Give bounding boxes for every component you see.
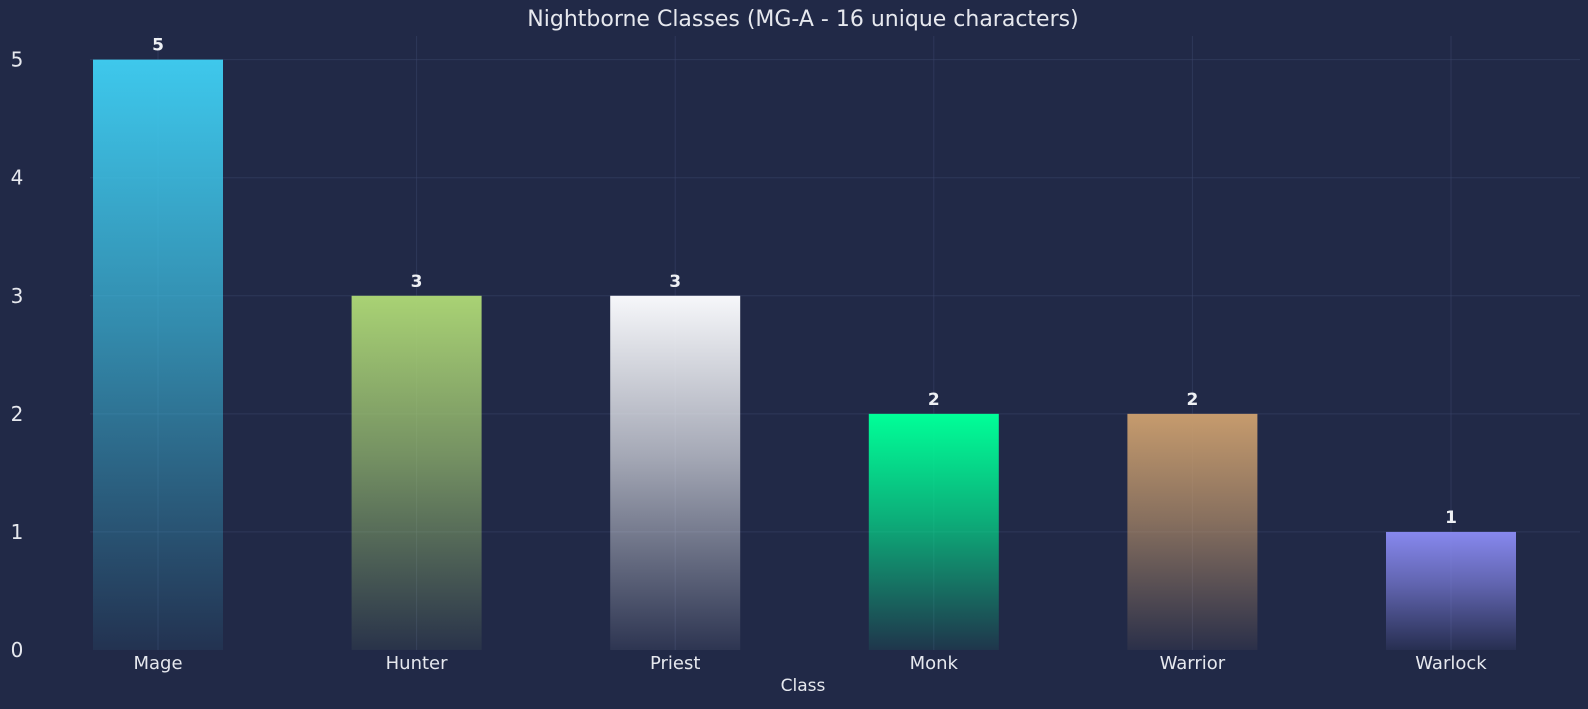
bar-mage bbox=[93, 59, 223, 651]
x-tick-label-warrior: Warrior bbox=[1160, 653, 1226, 674]
y-tick-label: 1 bbox=[11, 520, 24, 544]
y-tick-label: 4 bbox=[11, 166, 24, 190]
x-tick-label-hunter: Hunter bbox=[386, 653, 448, 674]
bar-warrior bbox=[1127, 413, 1258, 650]
value-labels: 5 3 3 2 2 1 bbox=[152, 36, 1457, 528]
x-tick-label-mage: Mage bbox=[133, 653, 182, 674]
value-label-warrior: 2 bbox=[1186, 390, 1198, 410]
bar-warlock bbox=[1386, 531, 1516, 650]
grid-lines bbox=[90, 36, 1580, 650]
value-label-mage: 5 bbox=[152, 36, 164, 56]
y-tick-label: 2 bbox=[11, 402, 24, 426]
bar-priest bbox=[610, 295, 741, 650]
y-tick-label: 3 bbox=[11, 284, 24, 308]
y-tick-label: 5 bbox=[11, 48, 24, 72]
y-axis-ticks: 0 1 2 3 4 5 bbox=[11, 48, 24, 662]
x-axis-label: Class bbox=[781, 676, 826, 696]
value-label-hunter: 3 bbox=[411, 272, 423, 292]
x-tick-label-priest: Priest bbox=[650, 653, 700, 674]
x-tick-label-warlock: Warlock bbox=[1415, 653, 1487, 674]
x-axis-ticks: Mage Hunter Priest Monk Warrior Warlock bbox=[133, 653, 1487, 674]
bar-monk bbox=[868, 413, 999, 650]
y-tick-label: 0 bbox=[11, 638, 24, 662]
value-label-priest: 3 bbox=[669, 272, 681, 292]
value-label-monk: 2 bbox=[928, 390, 940, 410]
chart-title: Nightborne Classes (MG-A - 16 unique cha… bbox=[527, 7, 1078, 32]
x-tick-label-monk: Monk bbox=[910, 653, 959, 674]
bar-hunter bbox=[351, 295, 482, 650]
value-label-warlock: 1 bbox=[1445, 508, 1457, 528]
bars bbox=[93, 59, 1516, 651]
